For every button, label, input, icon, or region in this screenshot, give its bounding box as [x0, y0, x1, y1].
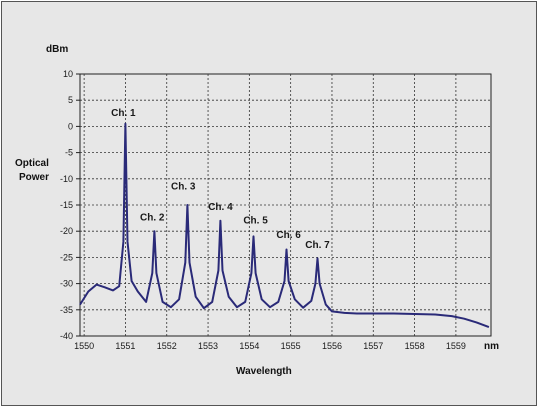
- x-tick-label: 1553: [198, 341, 218, 351]
- x-tick-label: 1558: [405, 341, 425, 351]
- channel-label: Ch. 4: [208, 202, 233, 213]
- x-axis-title: Wavelength: [236, 366, 292, 377]
- y-tick-label: -10: [60, 174, 73, 184]
- x-tick-labels: 1550 1551 1552 1553 1554 1555 1556 1557 1558 1559: [74, 341, 466, 351]
- x-tick-label: 1550: [74, 341, 94, 351]
- channel-label: Ch. 3: [171, 181, 196, 192]
- channel-label: Ch. 2: [140, 213, 165, 224]
- y-tick-label: -30: [60, 279, 73, 289]
- x-tick-label: 1557: [363, 341, 383, 351]
- y-tick-labels: 10 5 0 -5 -10 -15 -20 -25 -30 -35 -40: [60, 69, 73, 341]
- channel-labels: Ch. 1 Ch. 2 Ch. 3 Ch. 4 Ch. 5 Ch. 6 Ch. 7: [111, 108, 330, 251]
- y-axis-title-line-2: Power: [19, 172, 49, 183]
- y-tick-label: 10: [63, 69, 73, 79]
- x-tick-label: 1554: [239, 341, 259, 351]
- x-tick-label: 1555: [281, 341, 301, 351]
- x-unit-label: nm: [484, 341, 499, 352]
- channel-label: Ch. 1: [111, 108, 136, 119]
- spectrum-line: [79, 122, 490, 329]
- y-tick-label: -25: [60, 252, 73, 262]
- y-tick-label: -40: [60, 331, 73, 341]
- channel-label: Ch. 7: [305, 240, 330, 251]
- x-tick-label: 1556: [322, 341, 342, 351]
- y-tick-label: 5: [68, 95, 73, 105]
- x-tick-label: 1552: [157, 341, 177, 351]
- channel-label: Ch. 5: [243, 215, 268, 226]
- y-tick-label: -20: [60, 226, 73, 236]
- x-tick-label: 1551: [115, 341, 135, 351]
- y-unit-label: dBm: [46, 44, 68, 55]
- y-tick-label: 0: [68, 121, 73, 131]
- y-tick-label: -35: [60, 305, 73, 315]
- x-tick-label: 1559: [446, 341, 466, 351]
- y-tick-label: -15: [60, 200, 73, 210]
- y-tick-label: -5: [65, 148, 73, 158]
- y-axis-title-line-1: Optical: [15, 158, 49, 169]
- channel-label: Ch. 6: [276, 230, 301, 241]
